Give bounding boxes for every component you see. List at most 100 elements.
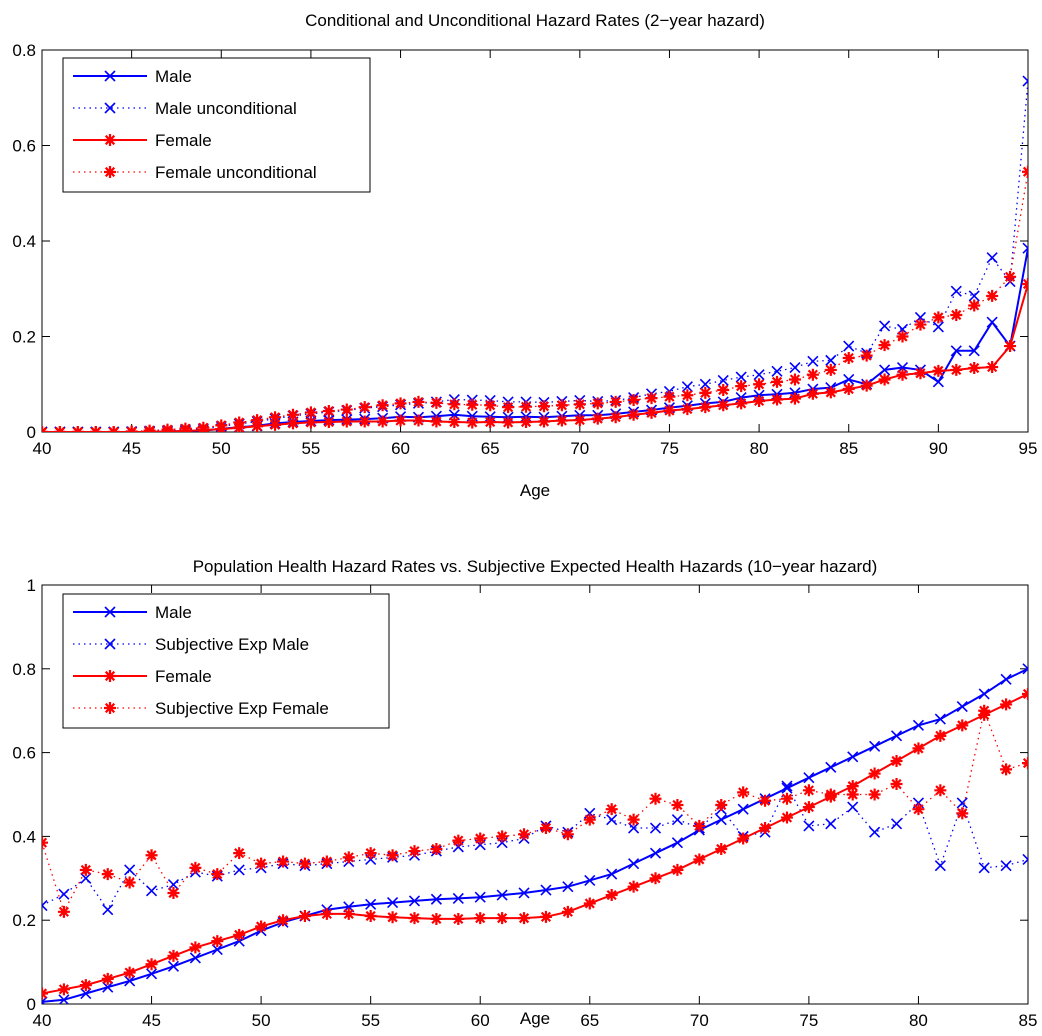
- data-point: [562, 881, 574, 893]
- data-point: [671, 837, 683, 849]
- data-point: [896, 330, 909, 343]
- data-point: [932, 376, 944, 388]
- data-point: [1022, 75, 1028, 87]
- chart-title: Population Health Hazard Rates vs. Subje…: [193, 557, 878, 576]
- data-point: [912, 719, 925, 731]
- data-point: [780, 792, 793, 805]
- data-point: [735, 380, 748, 393]
- data-point: [340, 403, 353, 416]
- data-point: [573, 414, 586, 427]
- y-tick-label: 0.8: [12, 41, 36, 60]
- data-point: [1000, 673, 1012, 685]
- data-point: [737, 786, 750, 799]
- data-point: [583, 897, 596, 910]
- data-point: [364, 847, 377, 860]
- data-point: [364, 910, 377, 923]
- data-point: [868, 788, 881, 801]
- data-point: [145, 849, 158, 862]
- data-point: [842, 351, 855, 364]
- data-point: [484, 415, 497, 428]
- data-point: [539, 910, 552, 923]
- data-point: [430, 912, 443, 925]
- data-point: [496, 912, 509, 925]
- data-point: [649, 822, 662, 834]
- data-point: [189, 952, 201, 964]
- legend-label: Male: [155, 603, 192, 622]
- data-point: [950, 345, 962, 357]
- data-point: [860, 379, 873, 392]
- data-point: [606, 814, 618, 826]
- data-point: [890, 778, 903, 791]
- data-point: [286, 417, 299, 430]
- data-point: [496, 830, 509, 843]
- data-point: [298, 857, 311, 870]
- data-point: [57, 983, 70, 996]
- data-point: [950, 309, 963, 322]
- data-point: [771, 375, 784, 388]
- data-point: [502, 416, 515, 429]
- data-point: [518, 912, 531, 925]
- data-point: [780, 811, 793, 824]
- x-tick-label: 45: [142, 1011, 161, 1030]
- legend-marker: [104, 670, 116, 682]
- y-tick-label: 0: [27, 995, 36, 1014]
- data-point: [605, 889, 618, 902]
- data-point: [847, 751, 859, 763]
- data-point: [233, 847, 246, 860]
- data-point: [58, 888, 70, 900]
- data-point: [179, 422, 192, 432]
- data-point: [950, 285, 962, 297]
- data-point: [879, 320, 891, 332]
- y-tick-label: 0.6: [12, 137, 36, 156]
- data-point: [233, 864, 245, 876]
- data-point: [912, 803, 925, 816]
- data-point: [561, 905, 574, 918]
- data-point: [233, 416, 246, 429]
- data-point: [986, 252, 998, 264]
- data-point: [699, 378, 711, 390]
- data-point: [251, 414, 264, 427]
- legend-label: Subjective Exp Female: [155, 699, 329, 718]
- data-point: [649, 792, 662, 805]
- data-point: [628, 822, 640, 834]
- data-point: [1000, 698, 1013, 711]
- legend-label: Female unconditional: [155, 163, 317, 182]
- data-point: [452, 834, 465, 847]
- data-point: [912, 742, 925, 755]
- data-point: [806, 368, 819, 381]
- data-point: [968, 362, 981, 375]
- data-point: [573, 398, 586, 411]
- data-point: [671, 814, 683, 826]
- data-point: [956, 807, 969, 820]
- legend: Male Subjective Exp Male Female Subjective …: [62, 593, 390, 729]
- data-point: [304, 406, 317, 419]
- data-point: [788, 392, 801, 405]
- chart-conditional-hazard: Conditional and Unconditional Hazard Rat…: [12, 11, 1037, 500]
- x-tick-label: 50: [212, 439, 231, 458]
- data-point: [167, 886, 180, 899]
- data-point: [102, 904, 114, 916]
- data-point: [255, 857, 268, 870]
- data-point: [322, 415, 335, 428]
- data-point: [717, 374, 729, 386]
- data-point: [452, 912, 465, 925]
- data-point: [1022, 242, 1028, 254]
- data-point: [628, 858, 640, 870]
- data-point: [161, 423, 174, 432]
- x-tick-label: 90: [929, 439, 948, 458]
- data-point: [645, 392, 658, 405]
- x-tick-label: 95: [1019, 439, 1038, 458]
- data-point: [386, 911, 399, 924]
- data-point: [57, 905, 70, 918]
- data-point: [387, 897, 399, 909]
- data-point: [649, 847, 662, 859]
- data-point: [978, 688, 990, 700]
- data-point: [123, 966, 136, 979]
- data-point: [825, 818, 837, 830]
- data-point: [681, 381, 693, 393]
- data-point: [322, 404, 335, 417]
- data-point: [609, 395, 622, 408]
- data-point: [715, 814, 727, 826]
- data-point: [555, 414, 568, 427]
